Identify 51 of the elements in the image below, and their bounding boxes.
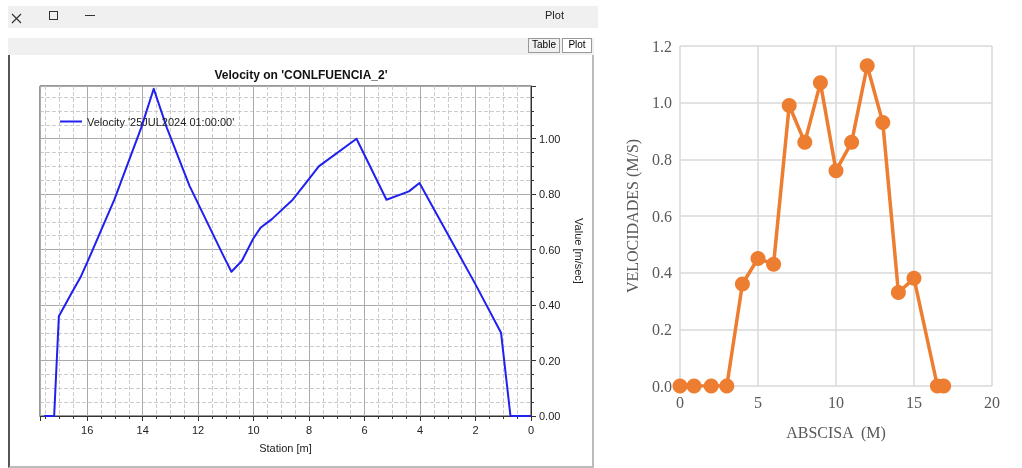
x-tick-label: 10 — [828, 393, 844, 411]
point — [844, 134, 860, 150]
y-tick-label: 0.6 — [652, 207, 672, 225]
y-tick-label: 0.4 — [652, 264, 672, 282]
y-tick-label: 0.00 — [539, 410, 561, 422]
y-tick-label: 0.60 — [539, 243, 561, 256]
point — [686, 378, 702, 394]
point — [875, 115, 891, 130]
x-tick-label: 15 — [906, 393, 922, 411]
y-axis-title: VELOCIDADES (M/S) — [623, 138, 642, 294]
point — [828, 163, 844, 179]
y-tick-label: 1.00 — [539, 132, 561, 145]
point — [890, 285, 906, 300]
point — [703, 378, 719, 394]
point — [781, 98, 797, 113]
y-tick-label: 0.20 — [539, 354, 561, 367]
x-tick-label: 0 — [527, 423, 535, 436]
y-tick-label: 0.0 — [652, 377, 672, 395]
y-tick-label: 0.40 — [539, 299, 561, 312]
x-tick-label: 0 — [676, 393, 684, 411]
x-tick-label: 4 — [416, 423, 424, 436]
y-tick-label: 1.0 — [652, 94, 672, 112]
text: Plot — [562, 38, 592, 53]
text: Plot — [545, 9, 564, 21]
y-tick-label: 0.2 — [652, 320, 672, 338]
point — [859, 58, 875, 74]
point — [812, 75, 828, 91]
y-tick-label: 1.2 — [652, 37, 672, 55]
point — [734, 276, 750, 292]
x-tick-label: 8 — [306, 423, 313, 436]
x-tick-label: 16 — [81, 423, 94, 436]
x-tick-label: 14 — [136, 423, 149, 436]
point — [906, 270, 922, 286]
x-tick-label: 20 — [984, 393, 1000, 411]
point — [797, 134, 813, 150]
point — [766, 256, 782, 272]
chart-title: Velocity on 'CONLFUENCIA_2' — [214, 68, 388, 82]
x-tick-label: 2 — [472, 423, 479, 436]
x-tick-label: 5 — [754, 393, 762, 411]
x-tick-label: 6 — [361, 423, 368, 436]
x-axis-title: ABSCISA (M) — [786, 423, 886, 442]
point — [672, 378, 688, 394]
y-axis-title: Value [m/sec] — [572, 218, 585, 284]
y-tick-label: 0.8 — [652, 150, 672, 168]
point — [750, 251, 766, 266]
x-tick-label: 10 — [247, 423, 260, 436]
x-axis-title: Station [m] — [259, 441, 312, 454]
x-tick-label: 12 — [191, 423, 205, 436]
y-tick-label: 0.80 — [539, 188, 561, 201]
point — [719, 378, 735, 394]
text: Table — [528, 38, 560, 53]
